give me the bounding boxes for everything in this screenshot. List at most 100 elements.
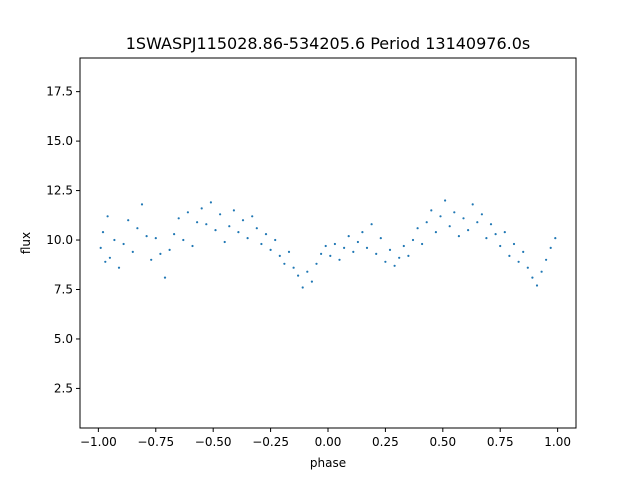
data-point	[108, 256, 111, 259]
data-point	[104, 260, 107, 263]
data-point	[310, 280, 313, 283]
data-point	[246, 237, 249, 240]
data-point	[535, 284, 539, 287]
data-point	[283, 262, 286, 265]
data-point	[517, 260, 520, 263]
data-point	[457, 235, 460, 238]
data-point	[485, 237, 488, 240]
data-point	[499, 244, 502, 248]
data-point	[411, 238, 415, 242]
data-point	[453, 211, 456, 214]
x-tick-label: 0.75	[487, 435, 514, 449]
data-point	[439, 215, 442, 218]
data-point	[545, 258, 548, 261]
data-point	[113, 238, 116, 242]
data-point	[315, 262, 318, 265]
data-point	[269, 248, 272, 251]
data-point	[99, 246, 102, 249]
data-point	[462, 217, 465, 220]
data-point	[467, 229, 470, 232]
data-point	[352, 250, 355, 253]
y-tick-label: 10.0	[46, 233, 73, 247]
y-axis-label: flux	[19, 232, 33, 254]
x-tick-label: −1.00	[80, 435, 117, 449]
data-point	[260, 242, 263, 246]
data-point	[448, 225, 451, 228]
data-point	[177, 217, 180, 220]
data-point	[384, 260, 387, 263]
chart-title: 1SWASPJ115028.86-534205.6 Period 1314097…	[126, 34, 531, 53]
x-axis-label: phase	[310, 456, 346, 470]
y-tick-label: 17.5	[46, 85, 73, 99]
data-point	[154, 237, 157, 240]
data-point	[251, 215, 254, 218]
data-point	[117, 266, 121, 269]
data-point	[425, 221, 428, 224]
data-point	[209, 201, 212, 204]
data-point	[186, 211, 189, 214]
data-point	[237, 231, 240, 234]
data-point	[343, 246, 346, 249]
data-point	[416, 227, 419, 230]
data-point	[324, 244, 327, 248]
y-axis: 2.5 5.0 7.5 10.0 12.5 15.0 17.5	[46, 85, 80, 395]
data-point	[388, 248, 392, 251]
y-tick-label: 7.5	[54, 282, 73, 296]
data-point	[398, 256, 401, 259]
data-point	[522, 250, 525, 253]
data-point	[471, 203, 474, 206]
data-point	[402, 244, 405, 248]
data-point	[264, 233, 268, 236]
data-point	[375, 252, 378, 255]
data-point	[444, 199, 447, 202]
y-tick-label: 12.5	[46, 184, 73, 198]
data-point	[489, 223, 493, 226]
data-point	[140, 203, 144, 206]
data-point	[508, 254, 511, 257]
data-point	[127, 219, 130, 222]
data-point	[333, 242, 336, 246]
y-tick-label: 15.0	[46, 134, 73, 148]
data-point	[173, 233, 176, 236]
data-point	[182, 238, 185, 242]
data-point	[214, 229, 217, 232]
data-point	[136, 227, 139, 230]
x-tick-label: −0.25	[252, 435, 289, 449]
x-tick-label: 0.50	[429, 435, 456, 449]
data-point	[278, 254, 281, 257]
data-point	[297, 274, 300, 277]
data-point	[329, 254, 332, 257]
data-point	[163, 276, 167, 279]
data-point	[554, 237, 557, 240]
data-point	[434, 231, 437, 234]
data-point	[370, 223, 373, 226]
data-point	[168, 248, 171, 251]
data-point	[106, 215, 109, 218]
data-point	[131, 250, 134, 253]
x-axis: −1.00 −0.75 −0.50 −0.25 0.00 0.25 0.50 0.75 1.00	[80, 428, 571, 449]
y-tick-label: 5.0	[54, 332, 73, 346]
data-point	[338, 258, 341, 261]
data-point	[287, 250, 291, 253]
data-point	[205, 223, 208, 226]
y-tick-label: 2.5	[54, 381, 73, 395]
data-point	[365, 246, 369, 249]
data-point	[549, 246, 552, 249]
data-point	[255, 227, 258, 230]
data-point	[430, 209, 433, 212]
data-point	[480, 213, 483, 216]
data-point	[320, 252, 323, 255]
data-point	[191, 244, 194, 248]
x-tick-label: 0.25	[372, 435, 399, 449]
x-tick-label: 1.00	[544, 435, 571, 449]
data-point	[540, 270, 543, 273]
data-point	[241, 219, 245, 222]
x-tick-label: 0.00	[315, 435, 342, 449]
data-point	[196, 221, 199, 224]
data-point	[526, 266, 529, 269]
data-point	[347, 235, 350, 238]
data-point	[476, 221, 479, 224]
data-point	[228, 225, 231, 228]
